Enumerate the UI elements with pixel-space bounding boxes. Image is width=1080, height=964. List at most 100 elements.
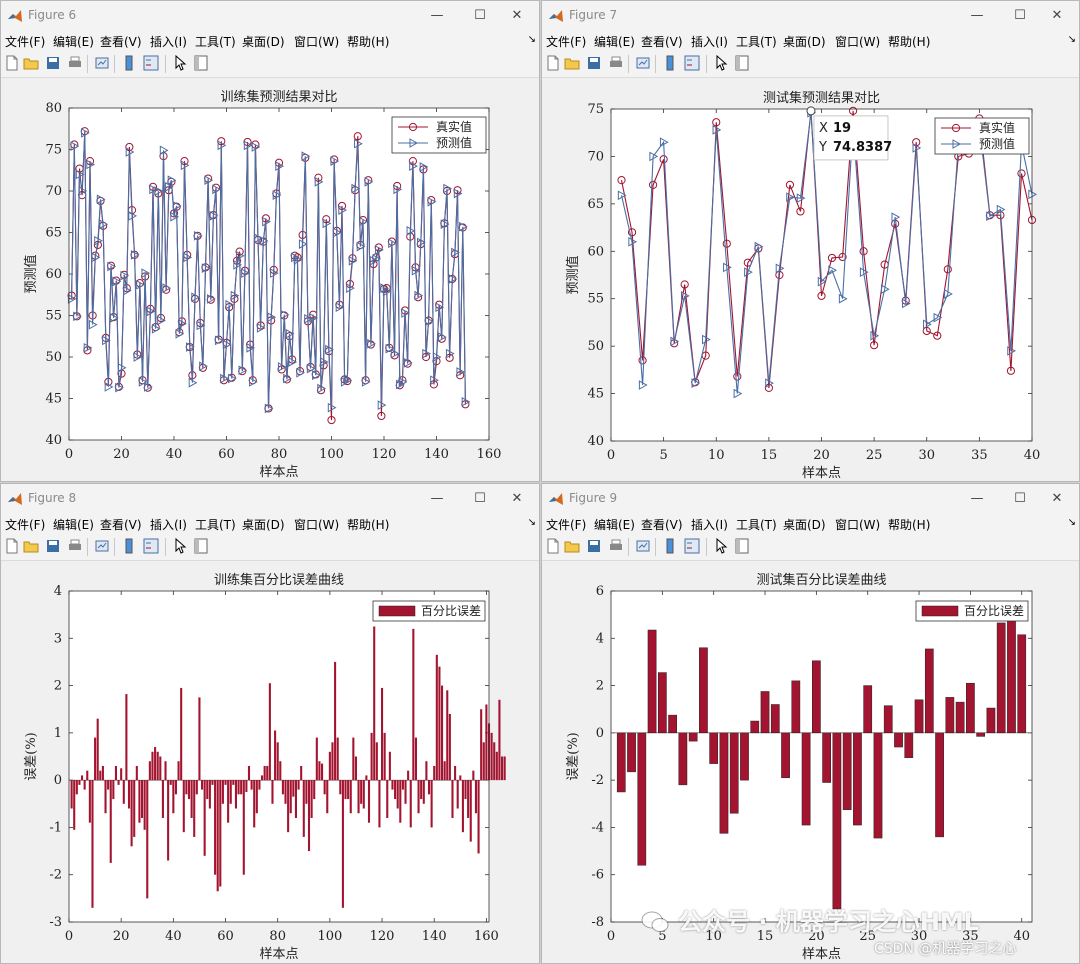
open-folder-icon[interactable]	[564, 538, 580, 554]
open-folder-icon[interactable]	[564, 55, 580, 71]
menu-edit[interactable]: 编辑(E)	[594, 518, 635, 532]
property-inspector-icon[interactable]	[193, 538, 209, 554]
minimize-button[interactable]: —	[970, 491, 984, 506]
close-button[interactable]: ✕	[1051, 8, 1063, 23]
maximize-button[interactable]: ☐	[1014, 491, 1026, 506]
print-icon[interactable]	[67, 55, 83, 71]
link-plot-icon[interactable]	[635, 55, 651, 71]
x-tick-label: 20	[113, 929, 130, 944]
menu-desktop[interactable]: 桌面(D)	[783, 518, 826, 532]
colorbar-icon[interactable]	[662, 538, 678, 554]
title-bar[interactable]: Figure 8 — ☐ ✕	[1, 484, 539, 514]
property-inspector-icon[interactable]	[734, 538, 750, 554]
property-inspector-icon[interactable]	[734, 55, 750, 71]
link-plot-icon[interactable]	[635, 538, 651, 554]
print-icon[interactable]	[67, 538, 83, 554]
minimize-button[interactable]: —	[970, 8, 984, 23]
menu-file[interactable]: 文件(F)	[546, 518, 587, 532]
legend-icon[interactable]	[143, 538, 159, 554]
menu-file[interactable]: 文件(F)	[5, 518, 46, 532]
menu-window[interactable]: 窗口(W)	[835, 518, 881, 532]
legend-icon[interactable]	[684, 55, 700, 71]
menu-insert[interactable]: 插入(I)	[691, 35, 728, 49]
menu-tools[interactable]: 工具(T)	[736, 518, 777, 532]
dock-arrow-icon[interactable]: ↘	[527, 517, 536, 528]
menu-window[interactable]: 窗口(W)	[835, 35, 881, 49]
colorbar-icon[interactable]	[662, 55, 678, 71]
legend: 百分比误差	[915, 600, 1029, 622]
menu-view[interactable]: 查看(V)	[100, 35, 142, 49]
maximize-button[interactable]: ☐	[474, 491, 486, 506]
menu-tools[interactable]: 工具(T)	[736, 35, 777, 49]
new-figure-icon[interactable]	[4, 538, 20, 554]
title-bar[interactable]: Figure 7 — ☐ ✕	[542, 1, 1079, 31]
close-button[interactable]: ✕	[511, 8, 523, 23]
menu-edit[interactable]: 编辑(E)	[53, 518, 94, 532]
print-icon[interactable]	[608, 538, 624, 554]
pointer-icon[interactable]	[713, 55, 729, 71]
save-icon[interactable]	[45, 538, 61, 554]
error-bar	[307, 780, 311, 852]
menu-help[interactable]: 帮助(H)	[888, 35, 931, 49]
dock-arrow-icon[interactable]: ↘	[1067, 34, 1076, 45]
open-folder-icon[interactable]	[23, 55, 39, 71]
error-bar	[96, 718, 99, 781]
y-tick-label: 40	[587, 434, 604, 449]
menu-tools[interactable]: 工具(T)	[195, 35, 236, 49]
link-plot-icon[interactable]	[94, 55, 110, 71]
new-figure-icon[interactable]	[545, 538, 561, 554]
menu-edit[interactable]: 编辑(E)	[53, 35, 94, 49]
menu-file[interactable]: 文件(F)	[5, 35, 46, 49]
maximize-button[interactable]: ☐	[1014, 8, 1026, 23]
save-icon[interactable]	[586, 55, 602, 71]
menu-tools[interactable]: 工具(T)	[195, 518, 236, 532]
property-inspector-icon[interactable]	[193, 55, 209, 71]
pointer-icon[interactable]	[713, 538, 729, 554]
menu-view[interactable]: 查看(V)	[641, 518, 683, 532]
menu-view[interactable]: 查看(V)	[641, 35, 683, 49]
close-button[interactable]: ✕	[511, 491, 523, 506]
menu-help[interactable]: 帮助(H)	[347, 35, 390, 49]
error-bar	[289, 780, 292, 814]
new-figure-icon[interactable]	[545, 55, 561, 71]
menu-help[interactable]: 帮助(H)	[888, 518, 931, 532]
dock-arrow-icon[interactable]: ↘	[527, 34, 536, 45]
menu-file[interactable]: 文件(F)	[546, 35, 587, 49]
minimize-button[interactable]: —	[430, 491, 444, 506]
close-button[interactable]: ✕	[1051, 491, 1063, 506]
legend-icon[interactable]	[684, 538, 700, 554]
pred-point	[733, 388, 743, 399]
menu-window[interactable]: 窗口(W)	[294, 518, 340, 532]
error-bar	[190, 780, 193, 818]
pred-point	[220, 373, 229, 384]
error-bar	[99, 770, 102, 781]
menu-desktop[interactable]: 桌面(D)	[783, 35, 826, 49]
menu-desktop[interactable]: 桌面(D)	[242, 518, 285, 532]
colorbar-icon[interactable]	[121, 55, 137, 71]
save-icon[interactable]	[45, 55, 61, 71]
title-bar[interactable]: Figure 6 — ☐ ✕	[1, 1, 539, 31]
legend-icon[interactable]	[143, 55, 159, 71]
save-icon[interactable]	[586, 538, 602, 554]
open-folder-icon[interactable]	[23, 538, 39, 554]
maximize-button[interactable]: ☐	[474, 8, 486, 23]
menu-window[interactable]: 窗口(W)	[294, 35, 340, 49]
new-figure-icon[interactable]	[4, 55, 20, 71]
menu-edit[interactable]: 编辑(E)	[594, 35, 635, 49]
pointer-icon[interactable]	[172, 55, 188, 71]
pred-point	[170, 211, 180, 222]
menu-insert[interactable]: 插入(I)	[150, 518, 187, 532]
menu-insert[interactable]: 插入(I)	[150, 35, 187, 49]
minimize-button[interactable]: —	[430, 8, 444, 23]
pointer-icon[interactable]	[172, 538, 188, 554]
menu-help[interactable]: 帮助(H)	[347, 518, 390, 532]
link-plot-icon[interactable]	[94, 538, 110, 554]
error-bar	[156, 751, 159, 781]
title-bar[interactable]: Figure 9 — ☐ ✕	[542, 484, 1079, 514]
colorbar-icon[interactable]	[121, 538, 137, 554]
menu-insert[interactable]: 插入(I)	[691, 518, 728, 532]
dock-arrow-icon[interactable]: ↘	[1067, 517, 1076, 528]
menu-desktop[interactable]: 桌面(D)	[242, 35, 285, 49]
print-icon[interactable]	[608, 55, 624, 71]
menu-view[interactable]: 查看(V)	[100, 518, 142, 532]
